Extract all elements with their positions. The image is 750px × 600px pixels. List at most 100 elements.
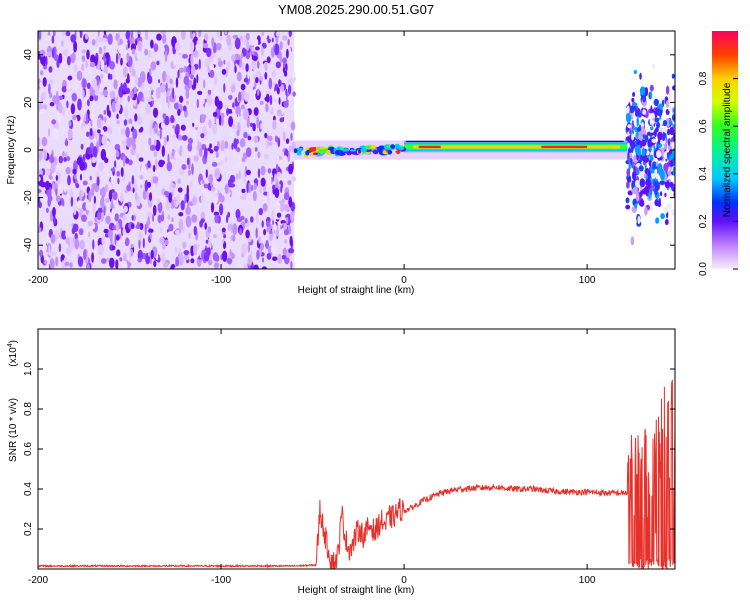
noise-blob	[239, 138, 246, 148]
noise-blob	[149, 232, 152, 240]
noise-blob	[221, 68, 227, 75]
noise-blob	[191, 148, 197, 156]
noise-blob	[201, 91, 205, 103]
noise-blob	[213, 262, 220, 269]
noise-blob	[102, 72, 108, 84]
noise-blob	[77, 200, 82, 209]
noise-blob	[132, 143, 137, 150]
signal-blob	[390, 144, 395, 149]
noise-blob	[186, 126, 190, 135]
noise-blob	[88, 190, 92, 203]
noise-blob	[216, 42, 222, 51]
noise-blob	[244, 218, 248, 224]
noise-blob	[111, 101, 117, 113]
noise-blob	[238, 170, 241, 180]
noise-blob	[110, 175, 116, 185]
noise-blob	[120, 128, 126, 136]
noise-blob	[191, 214, 198, 223]
noise-blob	[167, 96, 170, 109]
noise-blob	[92, 239, 95, 250]
snr-scale-exponent: 4	[7, 343, 14, 347]
noise-blob	[142, 189, 147, 200]
noise-blob	[285, 88, 288, 96]
noise-blob	[205, 140, 210, 149]
noise-blob	[650, 105, 653, 114]
noise-blob	[137, 115, 143, 125]
noise-blob	[100, 120, 104, 129]
noise-blob	[223, 59, 226, 65]
noise-blob	[655, 173, 659, 180]
noise-blob	[165, 74, 171, 84]
noise-blob	[136, 180, 142, 186]
noise-blob	[240, 215, 245, 221]
noise-blob	[279, 41, 283, 50]
noise-blob	[51, 251, 57, 256]
noise-blob	[153, 151, 158, 157]
noise-blob	[160, 137, 165, 148]
noise-blob	[147, 75, 153, 84]
noise-blob	[227, 61, 231, 70]
noise-blob	[168, 192, 173, 203]
noise-blob	[108, 189, 113, 202]
noise-blob	[227, 211, 231, 218]
noise-blob	[216, 31, 220, 37]
noise-blob	[200, 218, 205, 223]
noise-blob	[224, 104, 228, 110]
noise-blob	[669, 160, 674, 167]
chart-title: YM08.2025.290.00.51.G07	[278, 2, 434, 17]
noise-blob	[282, 35, 288, 41]
snr-y-axis: 0.2 0.4 0.6 0.8 1.0	[23, 362, 675, 536]
noise-blob	[260, 123, 263, 130]
noise-blob	[669, 181, 674, 188]
noise-blob	[261, 257, 265, 263]
noise-blob	[273, 223, 277, 231]
noise-blob	[247, 254, 253, 266]
noise-blob	[659, 170, 665, 181]
noise-blob	[275, 201, 281, 214]
noise-blob	[290, 132, 293, 141]
y-tick-label: 0.4	[23, 482, 34, 496]
noise-blob	[81, 122, 84, 132]
noise-blob	[265, 93, 270, 103]
noise-blob	[79, 209, 83, 218]
noise-blob	[70, 103, 76, 115]
noise-blob	[92, 146, 98, 159]
noise-blob	[246, 181, 249, 193]
noise-blob	[38, 136, 41, 148]
snr-panel: -200 -100 0 100 0.2 0.4 0.6 0.8 1.0 Height of s…	[7, 328, 676, 596]
noise-blob	[288, 145, 292, 153]
noise-blob	[264, 132, 268, 139]
noise-blob	[115, 259, 119, 269]
colorbar-ticks: 0.0 0.2 0.4 0.6 0.8	[698, 71, 738, 276]
noise-blob	[641, 147, 646, 157]
noise-blob	[664, 219, 669, 226]
noise-blob	[171, 183, 176, 188]
noise-blob	[101, 235, 106, 246]
noise-blob	[275, 163, 279, 173]
noise-blob	[228, 94, 233, 101]
noise-blob	[185, 88, 190, 100]
noise-blob	[141, 165, 147, 174]
noise-blob	[644, 163, 647, 170]
noise-blob	[640, 126, 645, 135]
noise-blob	[236, 147, 241, 153]
noise-blob	[204, 147, 208, 159]
noise-blob	[134, 113, 138, 122]
noise-blob	[649, 84, 654, 92]
noise-blob	[120, 57, 123, 66]
noise-blob	[672, 148, 675, 158]
noise-blob	[259, 242, 265, 251]
noise-blob	[232, 234, 236, 242]
noise-blob	[135, 192, 138, 201]
signal-blob	[372, 149, 379, 155]
noise-blob	[236, 129, 240, 137]
signal-blob	[394, 143, 401, 149]
noise-blob	[112, 74, 115, 80]
noise-blob	[249, 31, 253, 38]
noise-blob	[214, 76, 218, 85]
noise-blob	[64, 261, 70, 267]
noise-blob	[252, 122, 256, 132]
noise-blob	[209, 149, 214, 154]
noise-blob	[89, 61, 96, 68]
noise-blob	[226, 258, 233, 264]
